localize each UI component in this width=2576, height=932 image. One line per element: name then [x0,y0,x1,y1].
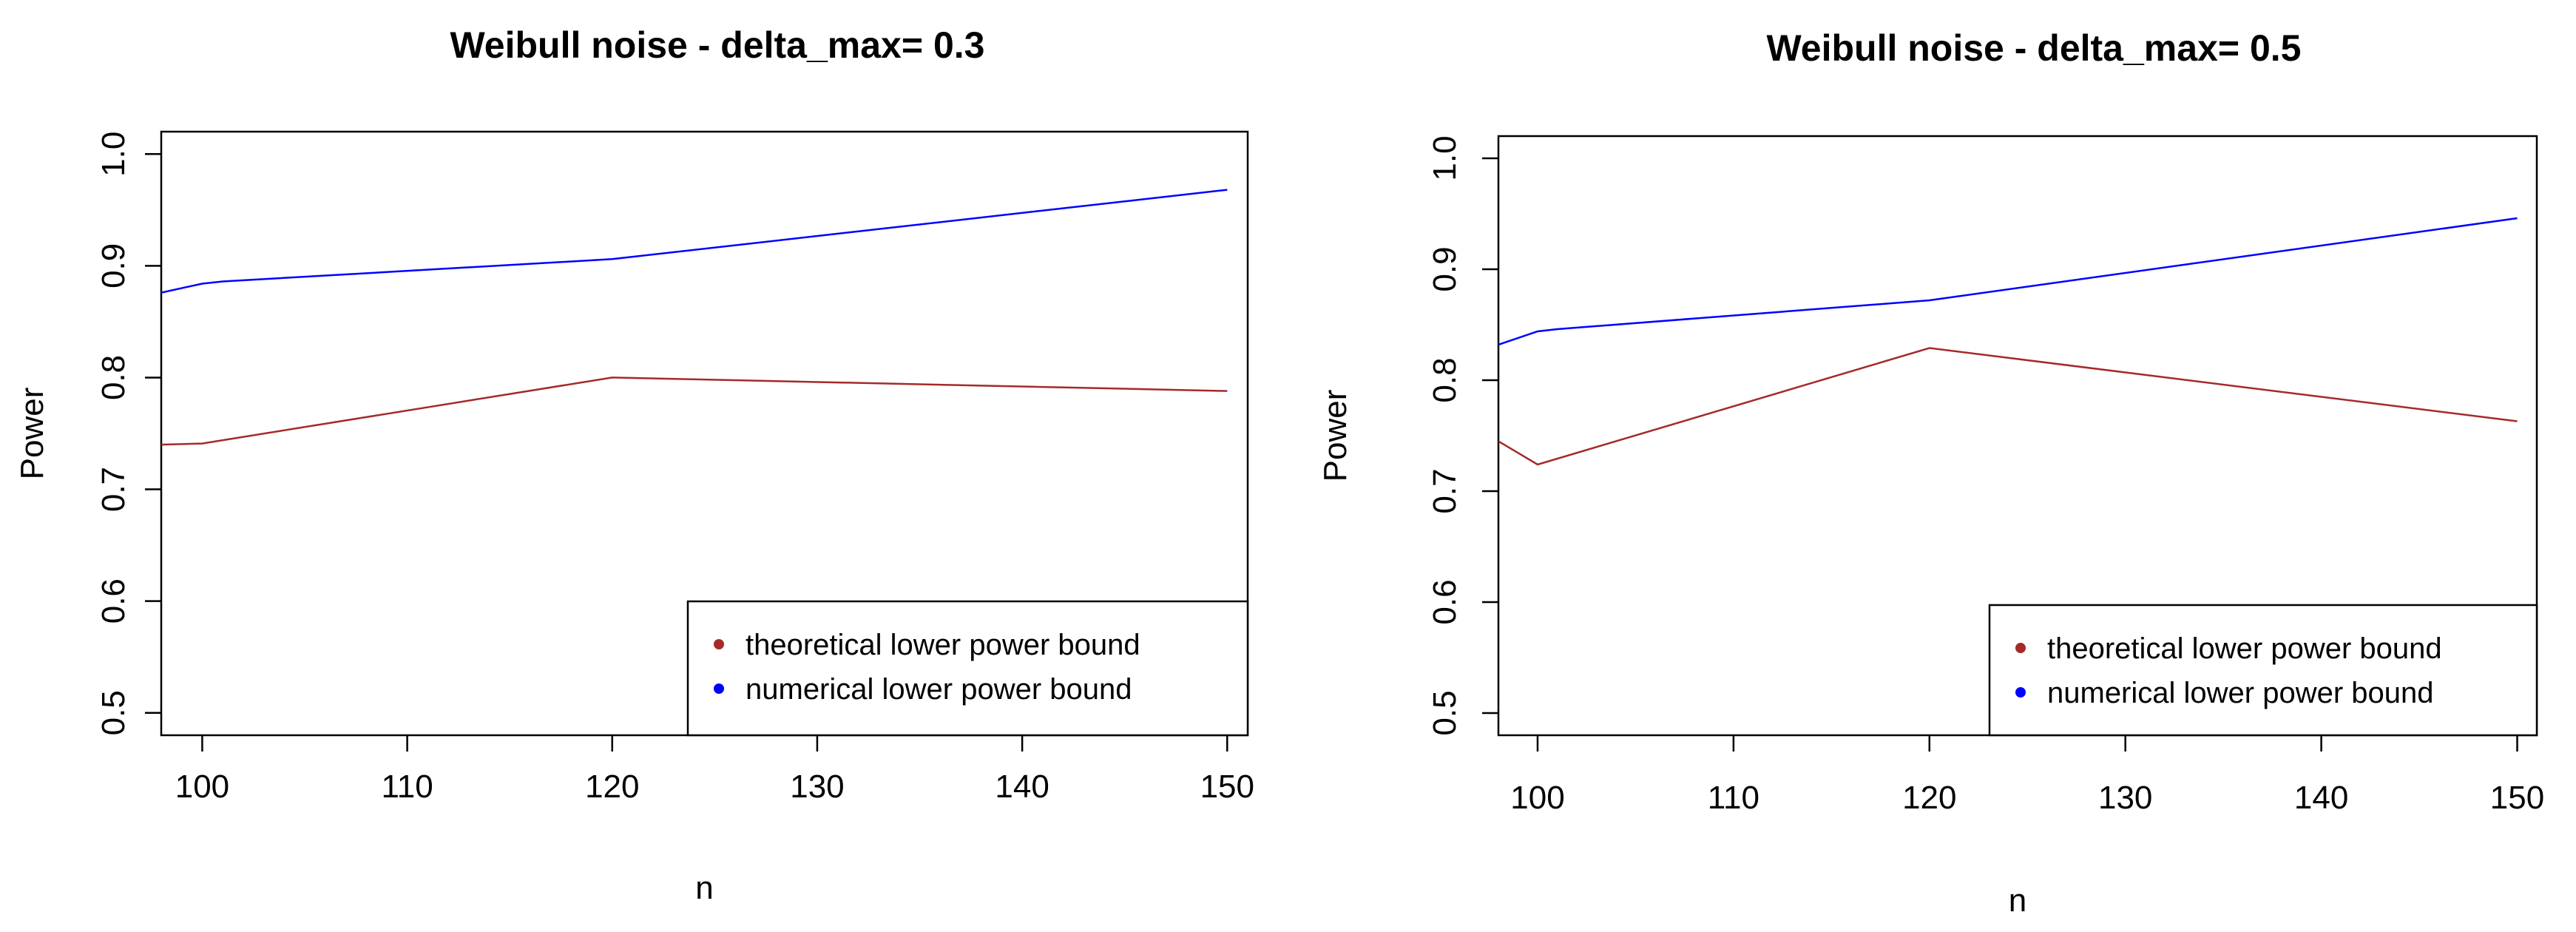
series-line-numerical [161,189,1228,294]
legend-box [686,600,1249,737]
y-tick-label: 0.9 [95,243,132,288]
series-line-theoretical [1498,347,2518,466]
legend-marker [2015,643,2026,653]
x-tick-label: 100 [1510,780,1564,816]
chart-title: Weibull noise - delta_max= 0.3 [450,24,985,66]
legend-entry: numerical lower power bound [2047,677,2434,709]
y-tick-label: 0.7 [1427,468,1463,513]
legend-marker [714,639,724,649]
legend-box [1988,604,2538,737]
x-tick-label: 120 [585,769,639,805]
y-axis-label: Power [14,388,50,480]
y-tick-label: 1.0 [1427,135,1463,180]
legend-entry: theoretical lower power bound [746,629,1140,661]
y-axis-label: Power [1317,390,1353,482]
y-tick-label: 0.8 [95,355,132,400]
y-tick-label: 0.6 [1427,579,1463,624]
x-axis-label: n [2009,882,2026,919]
x-tick-label: 140 [2294,780,2348,816]
chart-right: Weibull noise - delta_max= 0.5 100 110 120 1… [1317,27,2544,919]
series-line-numerical [1498,217,2518,346]
y-tick-label: 0.7 [95,467,132,512]
x-tick-label: 150 [1200,769,1254,805]
chart-title: Weibull noise - delta_max= 0.5 [1767,27,2302,69]
x-tick-label: 110 [382,769,433,805]
y-tick-label: 0.8 [1427,357,1463,402]
x-tick-label: 130 [2098,780,2152,816]
y-tick-label: 0.5 [95,690,132,735]
x-tick-label: 100 [175,769,229,805]
x-tick-label: 120 [1902,780,1956,816]
y-tick-label: 0.9 [1427,246,1463,291]
legend-marker [2015,687,2026,698]
legend-entry: theoretical lower power bound [2047,632,2442,665]
series-line-theoretical [161,376,1228,446]
x-tick-label: 140 [995,769,1049,805]
legend-marker [714,683,724,694]
x-tick-label: 110 [1708,780,1759,816]
legend-entry: numerical lower power bound [746,673,1132,706]
y-tick-label: 0.6 [95,578,132,624]
x-tick-label: 130 [790,769,844,805]
x-axis-label: n [695,870,713,906]
y-tick-label: 1.0 [95,132,132,177]
x-tick-label: 150 [2490,780,2544,816]
chart-left: Weibull noise - delta_max= 0.3 100 110 120 1… [14,24,1254,906]
y-tick-label: 0.5 [1427,690,1463,735]
